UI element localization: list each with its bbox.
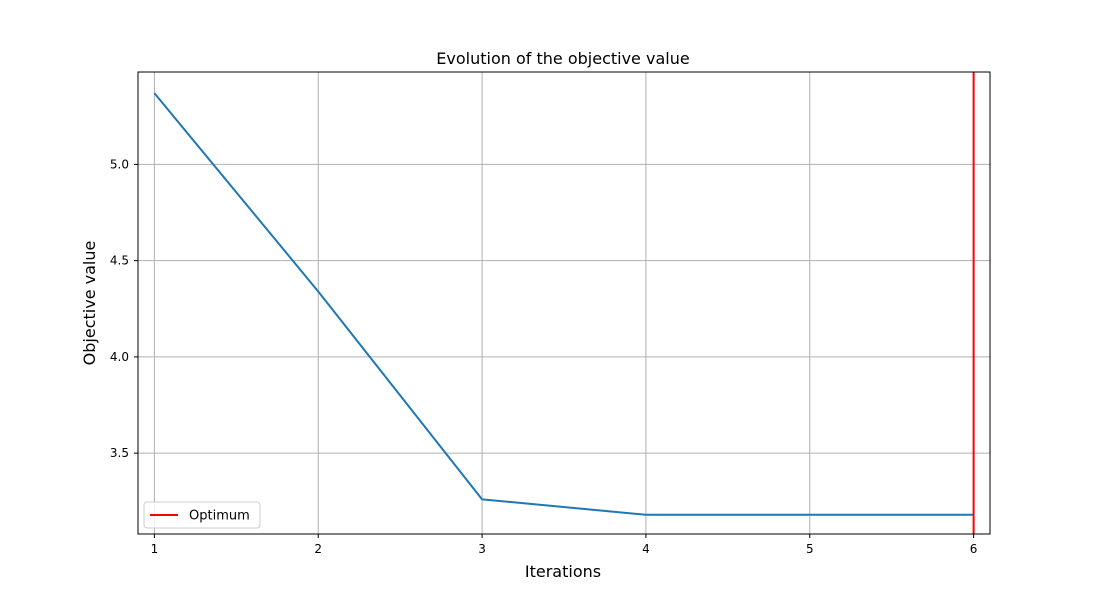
- axis-ticks: 1 2 3 4 5 6 3.5 4.0 4.5 5.0: [110, 157, 978, 556]
- grid: [138, 72, 990, 534]
- x-axis-title: Iterations: [525, 562, 601, 581]
- x-tick-label: 2: [314, 542, 322, 556]
- y-tick-label: 4.5: [110, 254, 129, 268]
- y-tick-label: 5.0: [110, 157, 129, 171]
- plot-series: [153, 72, 975, 534]
- x-tick-label: 5: [806, 542, 814, 556]
- plot-frame: [137, 71, 991, 535]
- y-tick-label: 3.5: [110, 446, 129, 460]
- x-tick-label: 6: [970, 542, 978, 556]
- y-axis-title: Objective value: [80, 241, 99, 366]
- objective-line: [153, 92, 974, 516]
- chart-title: Evolution of the objective value: [436, 49, 689, 68]
- legend-box: [143, 501, 261, 529]
- x-tick-label: 3: [478, 542, 486, 556]
- x-tick-label: 1: [151, 542, 159, 556]
- x-tick-label: 4: [642, 542, 650, 556]
- legend-label-optimum: Optimum: [189, 509, 250, 524]
- legend: Optimum: [143, 501, 261, 529]
- y-tick-label: 4.0: [110, 350, 129, 364]
